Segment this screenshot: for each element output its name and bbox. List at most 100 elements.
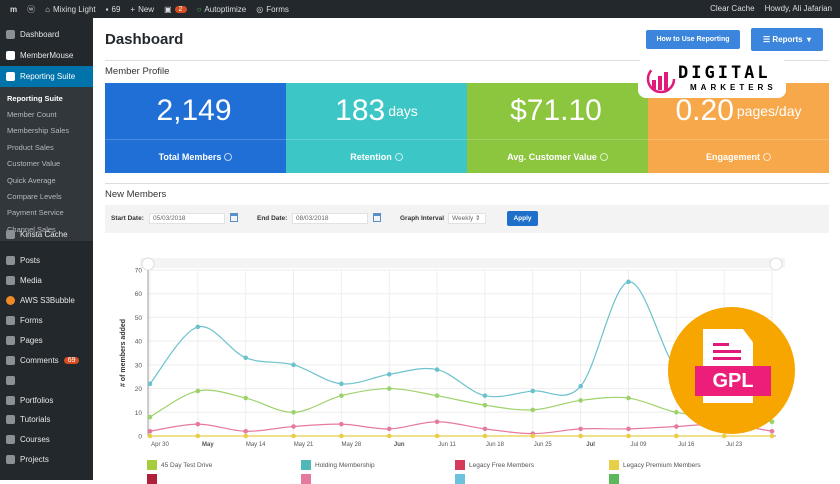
- legend-item[interactable]: Legacy Premium Members: [609, 460, 701, 470]
- data-point: [721, 433, 727, 439]
- start-date-input[interactable]: 05/03/2018: [149, 213, 225, 224]
- data-point: [530, 407, 536, 413]
- submenu-compare-levels[interactable]: Compare Levels: [7, 192, 62, 201]
- how-to-use-reporting-button[interactable]: How to Use Reporting: [646, 30, 740, 49]
- start-date-label: Start Date:: [111, 215, 144, 222]
- date-filter-bar: Start Date: 05/03/2018 End Date: 08/03/2…: [105, 205, 829, 233]
- chart-zoom-handle-left[interactable]: [141, 257, 155, 271]
- data-point: [434, 367, 440, 372]
- submenu-member-count[interactable]: Member Count: [7, 110, 57, 119]
- sidebar-item-dashboard[interactable]: Dashboard: [0, 24, 93, 44]
- graph-interval-label: Graph Interval: [400, 215, 445, 222]
- end-date-input[interactable]: 08/03/2018: [292, 213, 368, 224]
- legend-item[interactable]: 45 Day Test Drive: [147, 460, 212, 470]
- site-link[interactable]: ⌂ Mixing Light: [45, 4, 96, 14]
- data-point: [243, 433, 248, 439]
- calendar-icon[interactable]: [373, 213, 381, 222]
- sidebar-item-kinsta-cache[interactable]: Kinsta Cache: [0, 224, 93, 244]
- legend-item[interactable]: Holding Membership: [301, 460, 375, 470]
- stat-label: Engagement: [705, 151, 760, 162]
- sidebar-item-pin[interactable]: [0, 370, 93, 390]
- sidebar-item-tutorials[interactable]: Tutorials: [0, 409, 93, 429]
- sidebar-item-media[interactable]: Media: [0, 270, 93, 290]
- sidebar-item-label: Posts: [20, 255, 41, 265]
- site-name: Mixing Light: [52, 4, 96, 14]
- apply-button[interactable]: Apply: [507, 211, 538, 226]
- sidebar-item-projects[interactable]: Projects: [0, 449, 93, 469]
- x-tick-label: Jun: [394, 442, 405, 448]
- sidebar-item-posts[interactable]: Posts: [0, 250, 93, 270]
- membermouse-icon: [6, 50, 15, 60]
- submenu-membership-sales[interactable]: Membership Sales: [7, 126, 70, 135]
- sidebar-item-membermouse[interactable]: MemberMouse: [0, 45, 93, 65]
- sidebar-item-comments[interactable]: Comments 69: [0, 350, 93, 370]
- submenu-customer-value[interactable]: Customer Value: [7, 159, 61, 168]
- x-tick-label: May 21: [294, 442, 314, 448]
- info-icon[interactable]: [763, 152, 771, 161]
- chart-scroll-track: [140, 258, 785, 268]
- wordpress-icon[interactable]: ⓦ: [27, 4, 36, 14]
- forms-link[interactable]: ◎ Forms: [256, 4, 289, 14]
- legend-label: Holding Membership: [315, 461, 375, 469]
- clear-cache-link[interactable]: Clear Cache: [710, 4, 755, 13]
- submenu-channel-sales[interactable]: Channel Sales: [7, 225, 56, 234]
- sidebar-item-label: Forms: [20, 315, 43, 325]
- submenu-reporting-suite[interactable]: Reporting Suite: [7, 94, 63, 103]
- legend-item[interactable]: [609, 474, 623, 484]
- x-tick-label: May: [202, 442, 214, 448]
- data-point: [291, 424, 296, 429]
- submenu-payment-service[interactable]: Payment Service: [7, 208, 64, 217]
- data-point: [339, 421, 344, 427]
- menu-icon: [6, 335, 15, 345]
- divider: [105, 183, 829, 184]
- sidebar-item-aws-s3bubble[interactable]: AWS S3Bubble: [0, 290, 93, 310]
- sidebar-item-reporting-suite[interactable]: Reporting Suite: [0, 66, 93, 87]
- legend-item[interactable]: [301, 474, 315, 484]
- data-point: [195, 388, 201, 394]
- legend-item[interactable]: [455, 474, 469, 484]
- chart-icon: [6, 72, 15, 81]
- admin-bar: m ⓦ ⌂ Mixing Light ▪ 69 + New ▣ 2 ○ Auto…: [0, 0, 840, 18]
- reports-label: Reports: [772, 35, 803, 44]
- data-point: [626, 433, 631, 439]
- data-point: [147, 381, 153, 387]
- data-point: [195, 433, 201, 439]
- info-icon[interactable]: [394, 152, 403, 161]
- submenu-product-sales[interactable]: Product Sales: [7, 143, 54, 152]
- legend-item[interactable]: [147, 474, 161, 484]
- legend-item[interactable]: Legacy Free Members: [455, 460, 534, 470]
- legend-swatch: [455, 460, 465, 470]
- info-icon[interactable]: [599, 152, 608, 161]
- sidebar-item-label: Media: [20, 275, 42, 285]
- legend-swatch: [147, 460, 157, 470]
- sidebar-item-courses[interactable]: Courses: [0, 429, 93, 449]
- data-point: [291, 433, 296, 439]
- legend-swatch: [609, 474, 619, 484]
- sidebar-item-pages[interactable]: Pages: [0, 330, 93, 350]
- x-tick-label: Jun 11: [438, 442, 456, 448]
- logo-subtext: MARKETERS: [690, 83, 777, 92]
- howdy-user-link[interactable]: Howdy, Ali Jafarian: [764, 4, 832, 13]
- y-axis-label: # of members added: [120, 319, 127, 387]
- reports-dropdown-button[interactable]: ☰ Reports ▾: [751, 28, 823, 51]
- submenu-quick-average[interactable]: Quick Average: [7, 176, 56, 185]
- chart-zoom-handle-right[interactable]: [769, 257, 783, 271]
- data-point: [482, 426, 488, 432]
- updates-link[interactable]: ▣ 2: [164, 5, 187, 14]
- sidebar-item-forms[interactable]: Forms: [0, 310, 93, 330]
- info-icon[interactable]: [224, 152, 233, 161]
- sidebar-item-portfolios[interactable]: Portfolios: [0, 390, 93, 410]
- data-point: [769, 433, 775, 439]
- y-tick-label: 0: [138, 434, 142, 441]
- main-content: Dashboard How to Use Reporting ☰ Reports…: [93, 18, 840, 480]
- comments-count: 69: [111, 4, 121, 14]
- wp-logo-icon[interactable]: m: [10, 4, 18, 14]
- graph-interval-select[interactable]: Weekly ⇕: [448, 213, 486, 224]
- autoptimize-link[interactable]: ○ Autoptimize: [196, 4, 247, 14]
- new-link[interactable]: + New: [130, 4, 155, 14]
- comments-badge: 69: [63, 356, 80, 364]
- comments-link[interactable]: ▪ 69: [105, 4, 121, 14]
- data-point: [769, 419, 775, 425]
- legend-swatch: [609, 460, 619, 470]
- calendar-icon[interactable]: [230, 213, 238, 222]
